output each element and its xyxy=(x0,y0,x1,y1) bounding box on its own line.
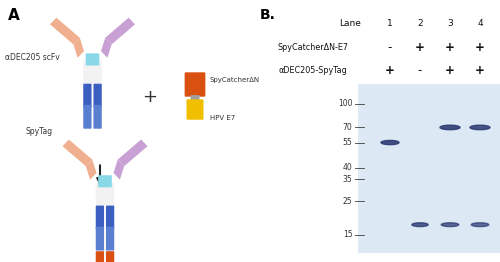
Text: SpyCatcherΔN-E7: SpyCatcherΔN-E7 xyxy=(277,43,348,52)
Ellipse shape xyxy=(440,125,460,130)
Text: B.: B. xyxy=(260,8,276,22)
FancyBboxPatch shape xyxy=(83,105,92,129)
Text: 40: 40 xyxy=(343,163,352,172)
FancyBboxPatch shape xyxy=(106,205,114,230)
FancyBboxPatch shape xyxy=(96,205,104,230)
Ellipse shape xyxy=(412,223,428,227)
Text: +: + xyxy=(142,88,158,106)
FancyBboxPatch shape xyxy=(358,84,500,252)
Text: αDEC205-SpyTag: αDEC205-SpyTag xyxy=(278,66,347,75)
FancyBboxPatch shape xyxy=(96,227,104,250)
Text: 15: 15 xyxy=(343,230,352,239)
FancyBboxPatch shape xyxy=(106,227,114,250)
Polygon shape xyxy=(105,18,135,44)
Text: 1: 1 xyxy=(387,19,393,28)
FancyBboxPatch shape xyxy=(190,95,200,101)
Text: 2: 2 xyxy=(417,19,423,28)
Text: SpyTag: SpyTag xyxy=(25,127,52,135)
Text: 4: 4 xyxy=(477,19,483,28)
Text: 35: 35 xyxy=(343,175,352,184)
FancyBboxPatch shape xyxy=(184,72,206,97)
FancyBboxPatch shape xyxy=(96,183,114,205)
Text: SpyCatcherΔN: SpyCatcherΔN xyxy=(210,77,260,83)
Text: +: + xyxy=(445,64,455,77)
FancyBboxPatch shape xyxy=(94,105,102,129)
FancyBboxPatch shape xyxy=(86,53,100,66)
Text: 70: 70 xyxy=(343,123,352,132)
Polygon shape xyxy=(114,160,124,180)
Text: 3: 3 xyxy=(447,19,453,28)
Text: +: + xyxy=(385,64,395,77)
Text: +: + xyxy=(445,41,455,54)
Text: -: - xyxy=(418,64,422,77)
FancyBboxPatch shape xyxy=(84,61,102,83)
Polygon shape xyxy=(62,139,92,166)
Polygon shape xyxy=(101,38,112,58)
Text: 55: 55 xyxy=(343,138,352,147)
Text: +: + xyxy=(475,41,485,54)
FancyBboxPatch shape xyxy=(106,251,114,262)
Polygon shape xyxy=(74,38,84,58)
Ellipse shape xyxy=(471,223,489,227)
Polygon shape xyxy=(118,139,148,166)
Text: 25: 25 xyxy=(343,197,352,206)
FancyBboxPatch shape xyxy=(98,175,112,187)
Text: -: - xyxy=(388,41,392,54)
Ellipse shape xyxy=(381,140,399,145)
Text: Lane: Lane xyxy=(339,19,361,28)
Text: A: A xyxy=(8,8,19,23)
Text: 100: 100 xyxy=(338,100,352,108)
Polygon shape xyxy=(50,18,80,44)
FancyBboxPatch shape xyxy=(94,84,102,107)
Text: +: + xyxy=(475,64,485,77)
FancyBboxPatch shape xyxy=(83,84,92,107)
Text: +: + xyxy=(415,41,425,54)
Ellipse shape xyxy=(442,223,459,227)
FancyBboxPatch shape xyxy=(96,251,104,262)
Text: αDEC205 scFv: αDEC205 scFv xyxy=(5,53,60,62)
FancyBboxPatch shape xyxy=(186,99,204,120)
Text: HPV E7: HPV E7 xyxy=(210,115,236,121)
Polygon shape xyxy=(86,160,97,180)
Ellipse shape xyxy=(470,125,490,130)
